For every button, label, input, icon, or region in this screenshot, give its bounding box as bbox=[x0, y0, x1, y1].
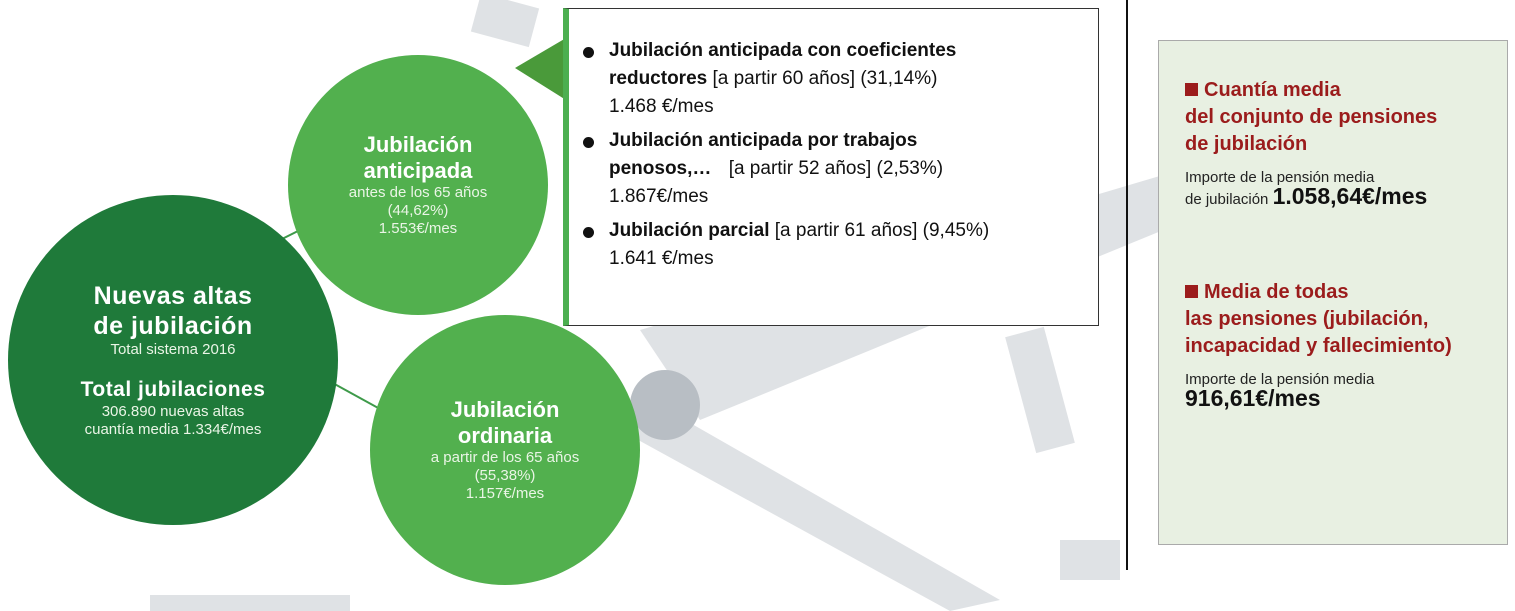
item-amount: 1.867€/mes bbox=[609, 186, 708, 207]
detail-item: Jubilación parcial [a partir 61 años] (9… bbox=[609, 217, 1098, 273]
section-label: Importe de la pensión media 916,61€/mes bbox=[1185, 370, 1507, 411]
page: {"main_circle": {"title": ["Nuevas altas… bbox=[0, 0, 1515, 611]
circle-title: Jubilación bbox=[451, 397, 560, 423]
panel-section: Cuantía media del conjunto de pensiones … bbox=[1185, 77, 1507, 209]
infographic: Nuevas altas de jubilación Total sistema… bbox=[0, 0, 1515, 611]
circle-title: de jubilación bbox=[93, 311, 252, 341]
total-title: Total jubilaciones bbox=[81, 377, 266, 402]
circle-line: 1.553€/mes bbox=[379, 220, 457, 238]
detail-item: Jubilación anticipada con coeficientes r… bbox=[609, 37, 1098, 121]
section-heading: Cuantía media bbox=[1185, 77, 1507, 104]
item-title: Jubilación anticipada por trabajos bbox=[609, 130, 917, 151]
circle-line: 1.157€/mes bbox=[466, 485, 544, 503]
heading-line: Media de todas bbox=[1204, 281, 1348, 303]
heading-line: las pensiones (jubilación, bbox=[1185, 306, 1507, 333]
item-detail: [a partir 60 años] (31,14%) bbox=[712, 68, 937, 89]
circle-line: antes de los 65 años bbox=[349, 184, 487, 202]
heading-line: del conjunto de pensiones bbox=[1185, 104, 1507, 131]
bullet bbox=[1185, 285, 1198, 298]
circle-line: a partir de los 65 años bbox=[431, 449, 579, 467]
detail-item: Jubilación anticipada por trabajos penos… bbox=[609, 127, 1098, 211]
panel-section: Media de todas las pensiones (jubilación… bbox=[1185, 279, 1507, 411]
heading-line: incapacidad y fallecimiento) bbox=[1185, 333, 1507, 360]
circle-title: Nuevas altas bbox=[94, 281, 253, 311]
ordinary-circle: Jubilación ordinaria a partir de los 65 … bbox=[370, 315, 640, 585]
pointer bbox=[515, 38, 566, 100]
item-detail: [a partir 52 años] (2,53%) bbox=[729, 158, 943, 179]
amount: 1.058,64€/mes bbox=[1273, 183, 1428, 209]
circle-title: Jubilación bbox=[364, 132, 473, 158]
clock-mark bbox=[471, 0, 539, 47]
item-title: Jubilación anticipada con coeficientes bbox=[609, 40, 956, 61]
clock-mark bbox=[1060, 540, 1120, 580]
circle-subtitle: Total sistema 2016 bbox=[110, 341, 235, 359]
total-line: cuantía media 1.334€/mes bbox=[85, 421, 262, 439]
clock-center bbox=[630, 370, 700, 440]
item-title: Jubilación parcial bbox=[609, 220, 770, 241]
clock-rim bbox=[150, 595, 350, 611]
item-title: penosos,… bbox=[609, 158, 711, 179]
early-circle: Jubilación anticipada antes de los 65 añ… bbox=[288, 55, 548, 315]
item-title: reductores bbox=[609, 68, 707, 89]
amount: 916,61€/mes bbox=[1185, 385, 1321, 411]
section-heading: Media de todas bbox=[1185, 279, 1507, 306]
circle-title: ordinaria bbox=[458, 423, 552, 449]
circle-line: (44,62%) bbox=[388, 202, 449, 220]
circle-title: anticipada bbox=[364, 158, 473, 184]
bullet bbox=[1185, 83, 1198, 96]
item-amount: 1.468 €/mes bbox=[609, 96, 714, 117]
heading-line: Cuantía media bbox=[1204, 79, 1341, 101]
label-line: de jubilación bbox=[1185, 191, 1268, 208]
circle-line: (55,38%) bbox=[475, 467, 536, 485]
item-detail: [a partir 61 años] (9,45%) bbox=[775, 220, 989, 241]
section-label: Importe de la pensión media de jubilació… bbox=[1185, 168, 1507, 209]
heading-line: de jubilación bbox=[1185, 131, 1507, 158]
item-amount: 1.641 €/mes bbox=[609, 248, 714, 269]
main-circle: Nuevas altas de jubilación Total sistema… bbox=[8, 195, 338, 525]
clock-mark bbox=[1005, 327, 1075, 453]
total-line: 306.890 nuevas altas bbox=[102, 403, 245, 421]
side-panel: Cuantía media del conjunto de pensiones … bbox=[1158, 40, 1508, 545]
detail-box: Jubilación anticipada con coeficientes r… bbox=[563, 8, 1099, 326]
